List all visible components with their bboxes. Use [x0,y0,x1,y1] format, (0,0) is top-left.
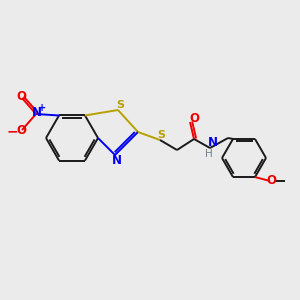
Text: O: O [16,91,26,103]
Text: N: N [32,106,42,119]
Text: +: + [38,103,46,113]
Text: N: N [112,154,122,167]
Text: H: H [205,149,213,159]
Text: O: O [16,124,26,137]
Text: −: − [6,124,18,138]
Text: S: S [116,100,124,110]
Text: S: S [157,130,165,140]
Text: N: N [208,136,218,149]
Text: O: O [266,173,276,187]
Text: O: O [189,112,199,124]
